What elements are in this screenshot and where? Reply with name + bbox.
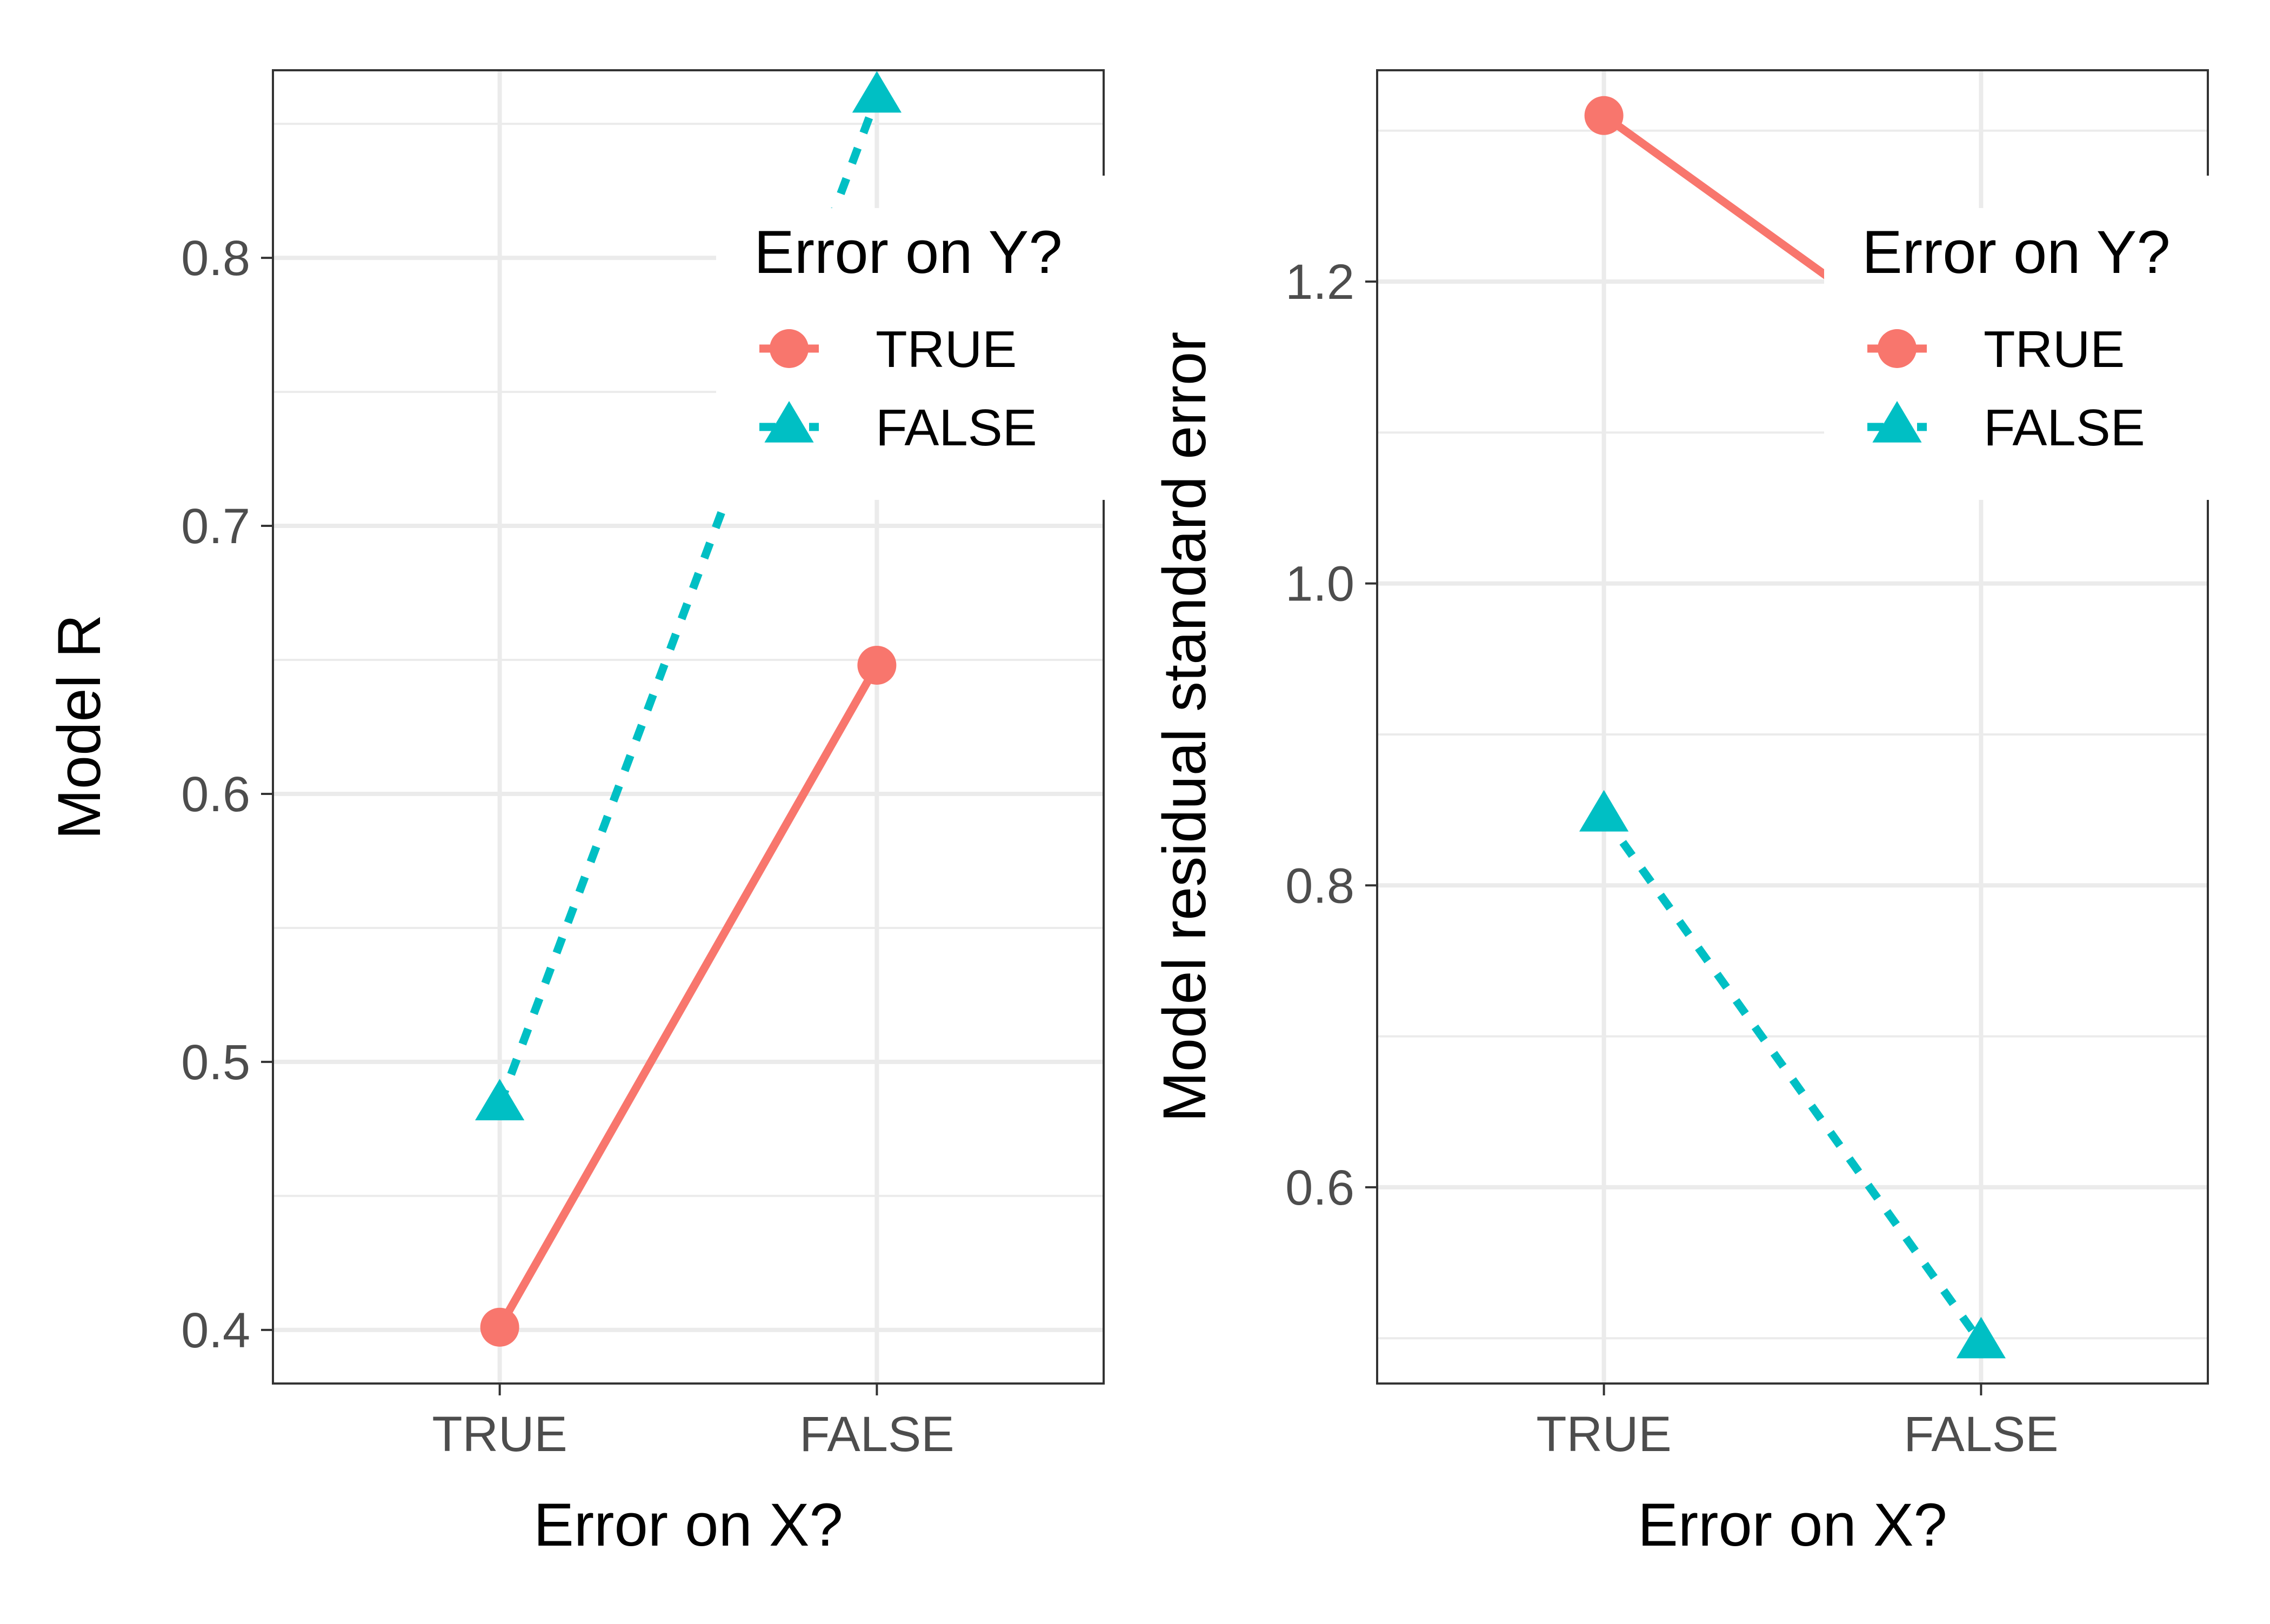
data-point-true-false — [857, 645, 897, 685]
legend-title: Error on Y? — [1862, 218, 2171, 286]
data-point-false-false — [1956, 1316, 2006, 1359]
legend-key-marker-true — [770, 329, 809, 368]
legend-key-marker-false — [1872, 401, 1922, 443]
y-tick-label: 0.5 — [181, 1035, 250, 1090]
legend-label-false: FALSE — [876, 399, 1037, 457]
x-tick-label: FALSE — [799, 1407, 954, 1462]
data-point-false-true — [475, 1079, 525, 1121]
legend-key-marker-true — [1878, 329, 1917, 368]
x-axis-title: Error on X? — [1638, 1491, 1947, 1559]
legend-label-true: TRUE — [1984, 320, 2125, 378]
y-tick-label: 0.6 — [1285, 1160, 1354, 1215]
panel-border — [1376, 69, 2209, 1385]
data-point-true-true — [1584, 96, 1624, 135]
y-axis-title: Model R — [45, 614, 113, 839]
series-line-false — [1600, 813, 1985, 1345]
legend-key-marker-false — [764, 401, 814, 443]
data-point-false-true — [1579, 790, 1629, 832]
legend-overlap-mask — [2205, 176, 2225, 500]
x-axis-title: Error on X? — [533, 1491, 843, 1559]
data-point-false-false — [852, 71, 902, 113]
series-line-true — [496, 663, 880, 1329]
panel-1: Error on Y? TRUE FALSE 0.4 0.5 0.6 0.7 0.8 TRUE F… — [45, 69, 1122, 1559]
x-tick-label: TRUE — [432, 1407, 567, 1462]
y-tick-label: 0.6 — [181, 767, 250, 822]
legend-label-true: TRUE — [876, 320, 1017, 378]
legend-overlap-mask — [1100, 176, 1122, 500]
y-tick-label: 0.7 — [181, 499, 250, 554]
y-tick-label: 0.8 — [1285, 858, 1354, 913]
panel-border — [272, 69, 1105, 1385]
x-tick-label: FALSE — [1904, 1407, 2058, 1462]
y-tick-label: 0.8 — [181, 231, 250, 286]
y-tick-label: 1.0 — [1285, 557, 1354, 612]
legend-title: Error on Y? — [754, 218, 1063, 286]
panel-2: Error on Y? TRUE FALSE 0.6 0.8 1.0 1.2 TRUE FALS… — [1151, 69, 2225, 1559]
x-tick-label: TRUE — [1536, 1407, 1671, 1462]
y-axis-title: Model residual standard error — [1151, 332, 1218, 1122]
data-point-true-true — [480, 1307, 519, 1347]
y-tick-label: 0.4 — [181, 1303, 250, 1358]
y-tick-label: 1.2 — [1285, 255, 1354, 310]
legend-label-false: FALSE — [1984, 399, 2145, 457]
